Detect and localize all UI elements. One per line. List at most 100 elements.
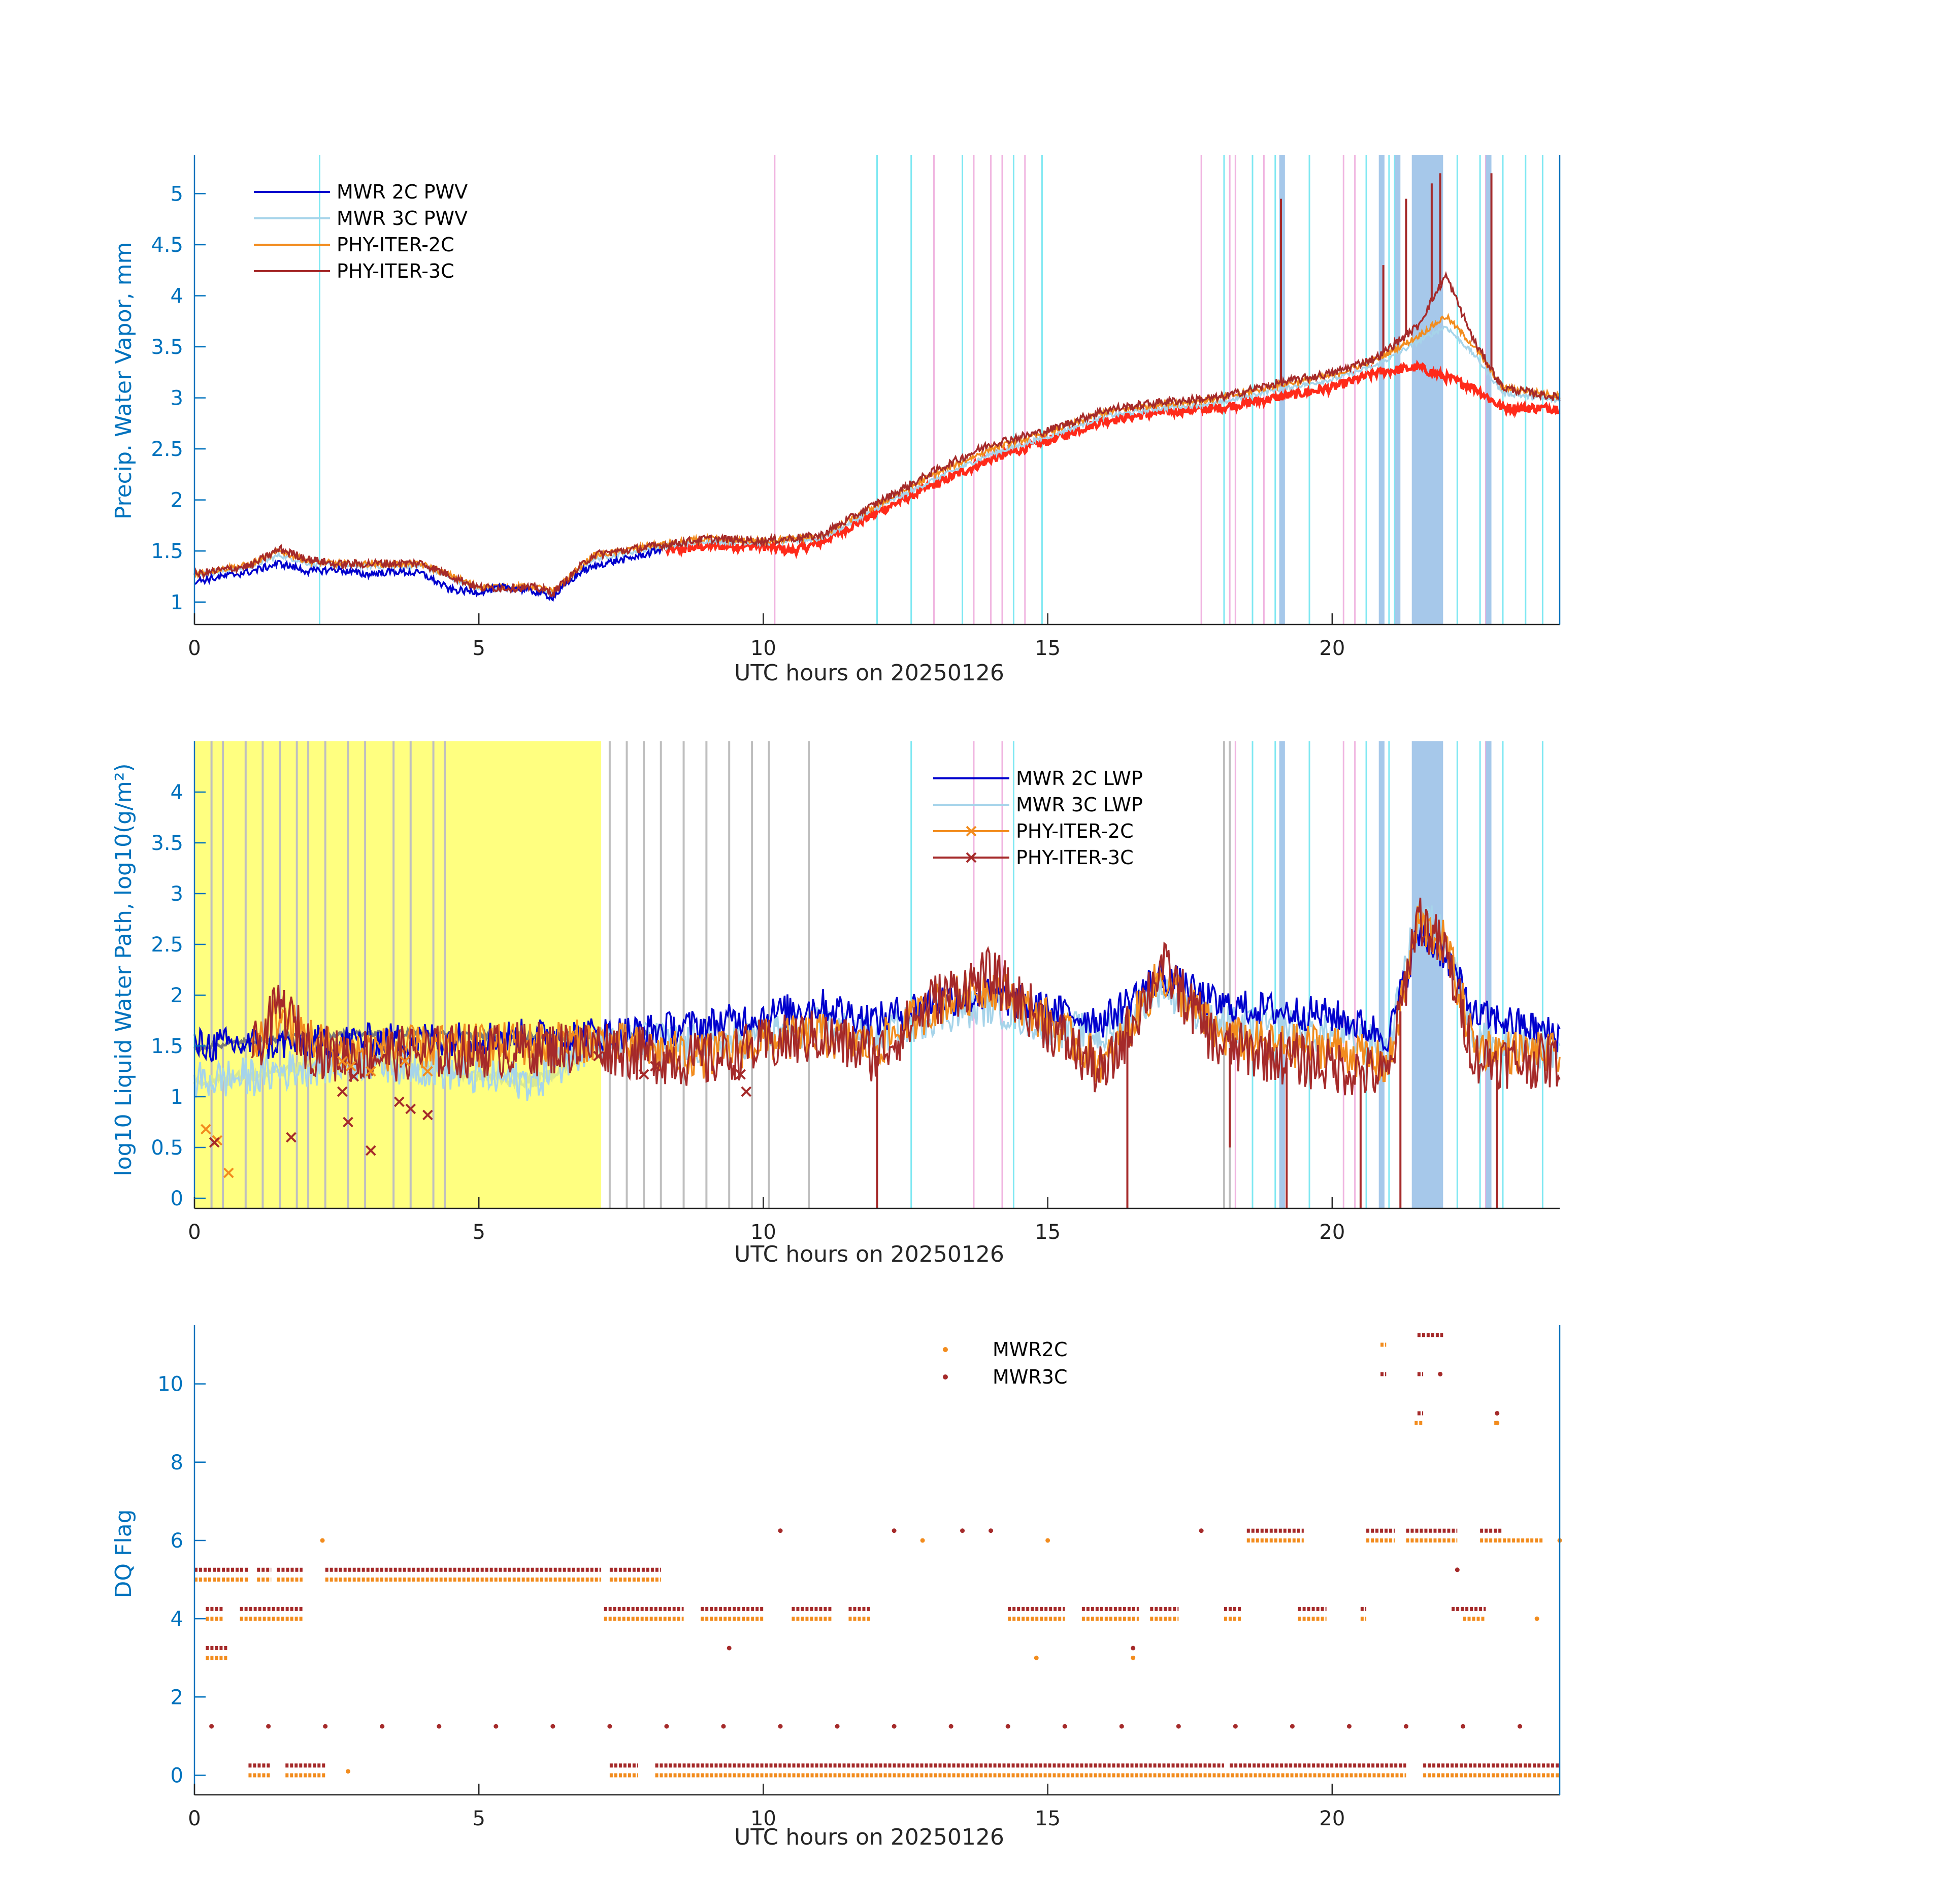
pwv-series-line <box>194 545 662 602</box>
pwv-blue-flag-band <box>1486 155 1492 625</box>
dq-flag-point <box>778 1724 783 1729</box>
dq-flag-point <box>1290 1724 1295 1729</box>
lwp-legend-marker <box>966 826 977 837</box>
pwv-y-tick-label: 2 <box>171 489 183 512</box>
lwp-legend-label: MWR 3C LWP <box>1016 794 1143 816</box>
dq-x-axis-label: UTC hours on 20250126 <box>734 1824 1004 1850</box>
pwv-y-tick-label: 3 <box>171 387 183 410</box>
pwv-blue-flag-band <box>1395 155 1401 625</box>
lwp-legend-label: MWR 2C LWP <box>1016 767 1143 790</box>
dq-y-tick-label: 8 <box>171 1451 183 1474</box>
dq-flag-point <box>1461 1724 1466 1729</box>
dq-y-tick-label: 6 <box>171 1529 183 1553</box>
dq-flag-point <box>380 1724 385 1729</box>
dq-x-tick-label: 10 <box>750 1807 776 1830</box>
lwp-x-marker <box>286 1132 297 1143</box>
dq-x-tick-label: 15 <box>1035 1807 1061 1830</box>
dq-flag-point <box>209 1724 214 1729</box>
lwp-y-tick-label: 0.5 <box>151 1136 183 1160</box>
dq-flag-point <box>892 1724 897 1729</box>
dq-flag-point <box>323 1724 328 1729</box>
lwp-x-marker <box>365 1145 376 1156</box>
dq-scatter-points <box>194 1333 1562 1778</box>
dq-flag-point <box>1233 1724 1238 1729</box>
dq-flag-point <box>607 1724 612 1729</box>
dq-flag-point <box>948 1724 953 1729</box>
lwp-blue-flag-band <box>1411 741 1443 1208</box>
lwp-x-marker <box>393 1096 405 1107</box>
lwp-legend-marker <box>966 852 977 863</box>
dq-flag-point <box>892 1528 897 1533</box>
pwv-x-tick-label: 15 <box>1035 637 1061 660</box>
pwv-blue-flag-band <box>1378 155 1385 625</box>
dq-x-tick-label: 5 <box>472 1807 485 1830</box>
dq-flag-point <box>1346 1724 1352 1729</box>
dq-flag-point <box>727 1646 732 1651</box>
pwv-y-axis-label: Precip. Water Vapor, mm <box>111 242 137 520</box>
lwp-y-axis-label: log10 Liquid Water Path, log10(g/m²) <box>111 763 137 1176</box>
lwp-x-marker <box>365 1066 376 1077</box>
dq-y-tick-label: 0 <box>171 1764 183 1787</box>
dq-flag-point <box>1534 1616 1539 1621</box>
dq-flag-point <box>1455 1567 1460 1572</box>
pwv-y-tick-label: 4.5 <box>151 234 183 257</box>
dq-flag-point <box>1495 1421 1500 1426</box>
pwv-blue-flag-band <box>1279 155 1285 625</box>
dq-flag-point <box>550 1724 555 1729</box>
dq-panel: 0 5 10 15 20 0 2 4 6 8 10 UTC hours on 20250126 DQ… <box>111 1325 1562 1850</box>
dq-flag-point <box>1045 1538 1050 1543</box>
lwp-x-marker <box>400 1056 410 1067</box>
lwp-y-tick-label: 1 <box>171 1086 183 1109</box>
dq-flag-point <box>835 1724 840 1729</box>
lwp-axes: 0 5 10 15 20 0 0.5 1 1.5 2 2.5 3 3.5 4 <box>151 741 1560 1244</box>
pwv-legend-label: MWR 2C PWV <box>337 181 468 203</box>
dq-flag-point <box>1034 1655 1039 1660</box>
lwp-yellow-flag-band <box>194 741 602 1208</box>
pwv-x-tick-label: 20 <box>1319 637 1345 660</box>
lwp-x-tick-label: 0 <box>188 1221 201 1244</box>
lwp-x-marker <box>343 1117 353 1128</box>
dq-flag-point <box>1403 1724 1408 1729</box>
pwv-blue-flag-band <box>1411 155 1443 625</box>
dq-flag-point <box>721 1724 726 1729</box>
lwp-x-marker <box>223 1167 234 1178</box>
lwp-y-tick-label: 1.5 <box>151 1035 183 1058</box>
pwv-x-tick-label: 10 <box>750 637 776 660</box>
dq-flag-point <box>1518 1724 1523 1729</box>
pwv-y-tick-label: 1.5 <box>151 540 183 563</box>
dq-flag-point <box>1119 1724 1124 1729</box>
pwv-legend-label: MWR 3C PWV <box>337 207 468 229</box>
dq-flag-point <box>1005 1724 1010 1729</box>
pwv-x-axis-label: UTC hours on 20250126 <box>734 660 1004 686</box>
lwp-y-tick-label: 3.5 <box>151 832 183 855</box>
lwp-x-marker <box>348 1071 359 1082</box>
lwp-series-lines <box>193 897 1561 1208</box>
lwp-blue-flag-band <box>1486 741 1492 1208</box>
lwp-legend: MWR 2C LWP MWR 3C LWP PHY-ITER-2C PHY-ITER-… <box>933 767 1143 869</box>
lwp-blue-flag-band <box>1279 741 1285 1208</box>
dq-legend-label: MWR3C <box>993 1366 1067 1388</box>
dq-flag-point <box>989 1528 994 1533</box>
pwv-y-tick-label: 4 <box>171 285 183 308</box>
lwp-shading <box>194 741 1543 1208</box>
lwp-x-marker <box>638 1069 649 1080</box>
lwp-y-tick-label: 2 <box>171 984 183 1007</box>
dq-flag-point <box>960 1528 965 1533</box>
dq-flag-point <box>920 1538 925 1543</box>
lwp-x-marker <box>209 1137 220 1148</box>
lwp-x-marker <box>735 1069 746 1080</box>
dq-legend: MWR2C MWR3C <box>943 1338 1067 1388</box>
dq-flag-point <box>1062 1724 1067 1729</box>
dq-axes: 0 5 10 15 20 0 2 4 6 8 10 <box>157 1325 1561 1830</box>
dq-flag-point <box>664 1724 669 1729</box>
lwp-x-tick-label: 10 <box>750 1221 776 1244</box>
lwp-x-tick-label: 15 <box>1035 1221 1061 1244</box>
dq-flag-point <box>346 1769 351 1774</box>
dq-x-tick-label: 0 <box>188 1807 201 1830</box>
dq-flag-point <box>266 1724 271 1729</box>
dq-flag-point <box>320 1538 325 1543</box>
lwp-legend-label: PHY-ITER-2C <box>1016 820 1134 842</box>
dq-y-axis-label: DQ Flag <box>111 1509 137 1598</box>
dq-flag-point <box>1199 1528 1204 1533</box>
